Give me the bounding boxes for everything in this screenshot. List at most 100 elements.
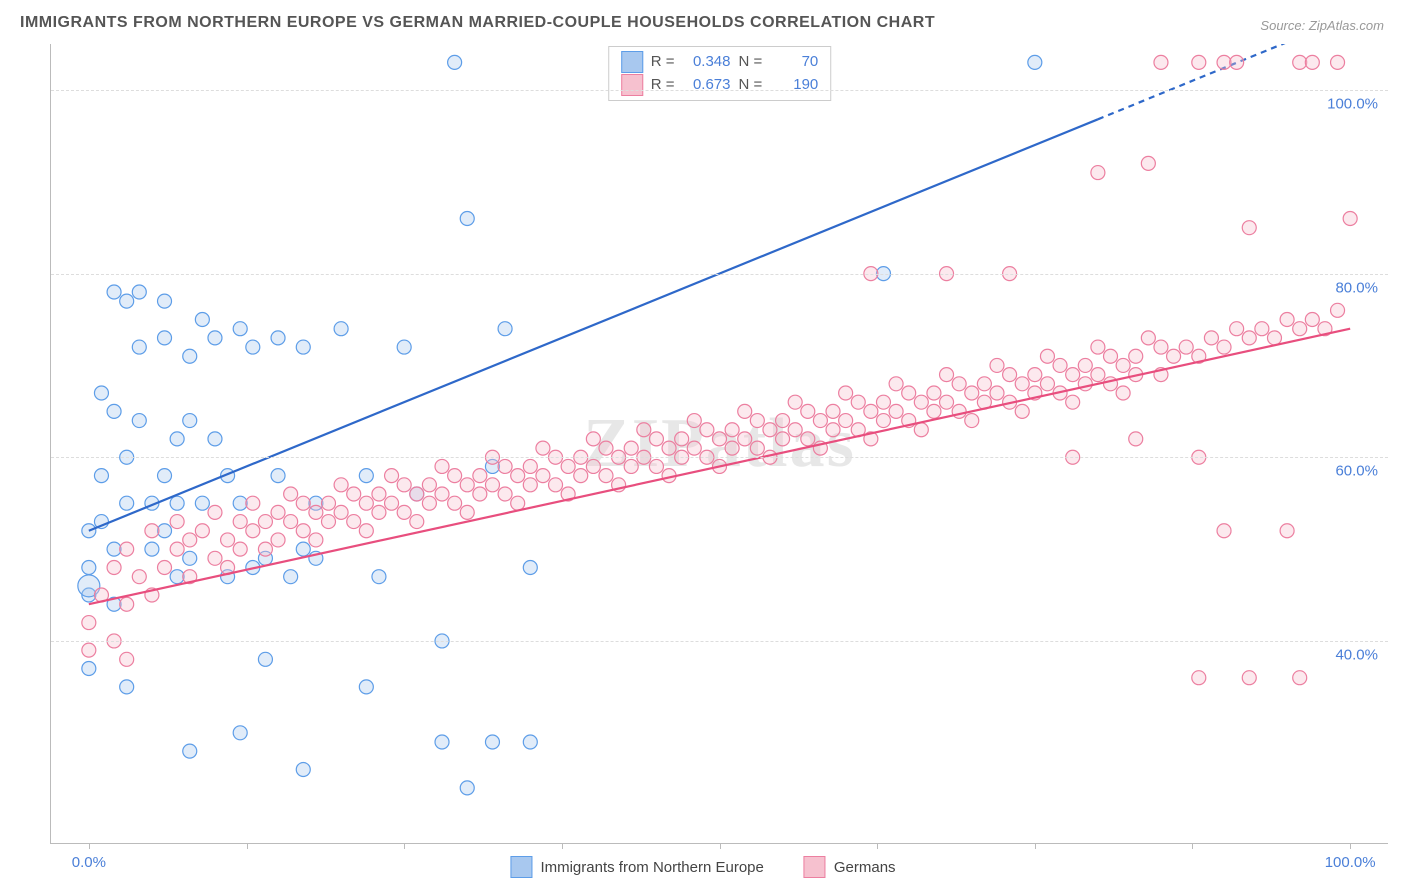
data-point xyxy=(460,781,474,795)
data-point xyxy=(334,505,348,519)
data-point xyxy=(776,432,790,446)
data-point xyxy=(788,423,802,437)
data-point xyxy=(927,404,941,418)
data-point xyxy=(826,423,840,437)
x-tick xyxy=(89,843,90,849)
data-point xyxy=(1015,377,1029,391)
data-point xyxy=(334,478,348,492)
data-point xyxy=(662,441,676,455)
data-point xyxy=(1053,358,1067,372)
x-tick xyxy=(1035,843,1036,849)
data-point xyxy=(435,487,449,501)
data-point xyxy=(145,542,159,556)
data-point xyxy=(687,414,701,428)
data-point xyxy=(1331,55,1345,69)
data-point xyxy=(473,487,487,501)
data-point xyxy=(145,524,159,538)
data-point xyxy=(195,524,209,538)
data-point xyxy=(271,331,285,345)
data-point xyxy=(296,542,310,556)
data-point xyxy=(170,515,184,529)
data-point xyxy=(233,515,247,529)
data-point xyxy=(965,414,979,428)
data-point xyxy=(1040,349,1054,363)
data-point xyxy=(523,735,537,749)
data-point xyxy=(120,294,134,308)
data-point xyxy=(511,496,525,510)
data-point xyxy=(208,432,222,446)
data-point xyxy=(498,459,512,473)
data-point xyxy=(372,487,386,501)
data-point xyxy=(1129,349,1143,363)
data-point xyxy=(132,285,146,299)
data-point xyxy=(1343,211,1357,225)
data-point xyxy=(1141,156,1155,170)
data-point xyxy=(158,469,172,483)
data-point xyxy=(738,432,752,446)
data-point xyxy=(94,469,108,483)
data-point xyxy=(1293,671,1307,685)
data-point xyxy=(132,414,146,428)
data-point xyxy=(1141,331,1155,345)
data-point xyxy=(1028,55,1042,69)
data-point xyxy=(1078,358,1092,372)
data-point xyxy=(977,377,991,391)
data-point xyxy=(725,441,739,455)
data-point xyxy=(460,478,474,492)
data-point xyxy=(183,744,197,758)
data-point xyxy=(170,496,184,510)
source-label: Source: xyxy=(1260,18,1305,33)
data-point xyxy=(1293,322,1307,336)
data-point xyxy=(170,432,184,446)
swatch-series-b xyxy=(804,856,826,878)
data-point xyxy=(750,441,764,455)
data-point xyxy=(990,358,1004,372)
data-point xyxy=(940,368,954,382)
data-point xyxy=(183,349,197,363)
data-point xyxy=(284,570,298,584)
data-point xyxy=(233,496,247,510)
data-point xyxy=(738,404,752,418)
trend-line xyxy=(89,329,1350,605)
data-point xyxy=(586,459,600,473)
data-point xyxy=(675,432,689,446)
data-point xyxy=(410,487,424,501)
plot-area: ZIPatlas R = 0.348 N = 70 R = 0.673 N = … xyxy=(50,44,1388,844)
chart-title: IMMIGRANTS FROM NORTHERN EUROPE VS GERMA… xyxy=(20,14,935,32)
data-point xyxy=(246,340,260,354)
y-tick-label: 60.0% xyxy=(1335,463,1378,480)
data-point xyxy=(788,395,802,409)
data-point xyxy=(839,386,853,400)
data-point xyxy=(1192,671,1206,685)
data-point xyxy=(82,560,96,574)
data-point xyxy=(309,505,323,519)
data-point xyxy=(233,322,247,336)
data-point xyxy=(1242,221,1256,235)
x-tick xyxy=(877,843,878,849)
data-point xyxy=(107,560,121,574)
data-point xyxy=(1293,55,1307,69)
data-point xyxy=(536,441,550,455)
data-point xyxy=(170,570,184,584)
data-point xyxy=(599,469,613,483)
data-point xyxy=(776,414,790,428)
data-point xyxy=(107,285,121,299)
x-tick-label: 0.0% xyxy=(72,854,106,871)
data-point xyxy=(1091,368,1105,382)
data-point xyxy=(385,496,399,510)
data-point xyxy=(233,726,247,740)
data-point xyxy=(435,735,449,749)
data-point xyxy=(889,404,903,418)
bottom-legend: Immigrants from Northern Europe Germans xyxy=(510,856,895,878)
data-point xyxy=(801,404,815,418)
data-point xyxy=(397,478,411,492)
data-point xyxy=(258,652,272,666)
data-point xyxy=(1192,55,1206,69)
data-point xyxy=(1217,524,1231,538)
data-point xyxy=(1167,349,1181,363)
data-point xyxy=(359,469,373,483)
data-point xyxy=(1154,340,1168,354)
data-point xyxy=(120,496,134,510)
data-point xyxy=(296,524,310,538)
data-point xyxy=(1028,368,1042,382)
